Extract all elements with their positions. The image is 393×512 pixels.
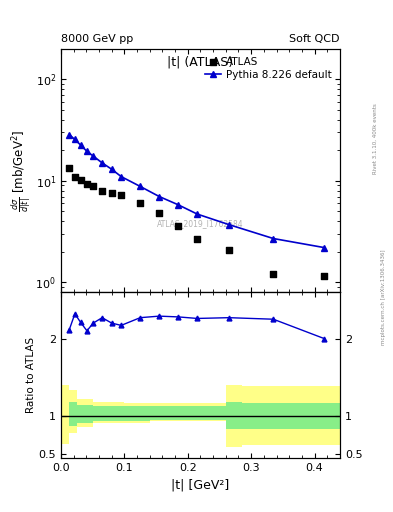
- Pythia 8.226 default: [109, 166, 114, 172]
- ATLAS: [66, 163, 72, 172]
- Pythia 8.226 default: [73, 136, 77, 142]
- Pythia 8.226 default: [67, 132, 72, 138]
- Pythia 8.226 default: [195, 211, 200, 217]
- ATLAS: [270, 270, 277, 279]
- Legend: ATLAS, Pythia 8.226 default: ATLAS, Pythia 8.226 default: [202, 54, 335, 83]
- ATLAS: [226, 246, 232, 254]
- ATLAS: [156, 209, 162, 217]
- Text: Soft QCD: Soft QCD: [290, 33, 340, 44]
- Text: ATLAS_2019_I1762584: ATLAS_2019_I1762584: [157, 220, 244, 228]
- Pythia 8.226 default: [100, 160, 105, 166]
- ATLAS: [137, 199, 143, 207]
- ATLAS: [77, 176, 84, 184]
- Pythia 8.226 default: [157, 194, 162, 200]
- Text: |t| (ATLAS): |t| (ATLAS): [167, 56, 233, 69]
- Line: Pythia 8.226 default: Pythia 8.226 default: [66, 132, 327, 251]
- Pythia 8.226 default: [119, 174, 123, 180]
- Pythia 8.226 default: [271, 236, 276, 242]
- Pythia 8.226 default: [176, 202, 181, 208]
- ATLAS: [84, 180, 90, 188]
- Text: mcplots.cern.ch [arXiv:1306.3436]: mcplots.cern.ch [arXiv:1306.3436]: [381, 249, 386, 345]
- Y-axis label: $\frac{d\sigma}{d|t|}\ \mathrm{[mb/GeV^2]}$: $\frac{d\sigma}{d|t|}\ \mathrm{[mb/GeV^2…: [9, 129, 33, 211]
- Pythia 8.226 default: [84, 148, 89, 155]
- ATLAS: [321, 272, 327, 280]
- ATLAS: [99, 186, 105, 195]
- ATLAS: [72, 173, 78, 181]
- Text: Rivet 3.1.10, 400k events: Rivet 3.1.10, 400k events: [373, 103, 378, 174]
- Pythia 8.226 default: [138, 183, 143, 189]
- X-axis label: |t| [GeV²]: |t| [GeV²]: [171, 479, 230, 492]
- Pythia 8.226 default: [78, 142, 83, 148]
- ATLAS: [175, 222, 182, 230]
- ATLAS: [108, 189, 115, 197]
- Y-axis label: Ratio to ATLAS: Ratio to ATLAS: [26, 337, 36, 413]
- ATLAS: [194, 234, 200, 243]
- Pythia 8.226 default: [91, 153, 95, 159]
- ATLAS: [118, 191, 124, 199]
- ATLAS: [90, 182, 96, 190]
- Pythia 8.226 default: [322, 245, 327, 251]
- Pythia 8.226 default: [227, 222, 231, 228]
- Text: 8000 GeV pp: 8000 GeV pp: [61, 33, 133, 44]
